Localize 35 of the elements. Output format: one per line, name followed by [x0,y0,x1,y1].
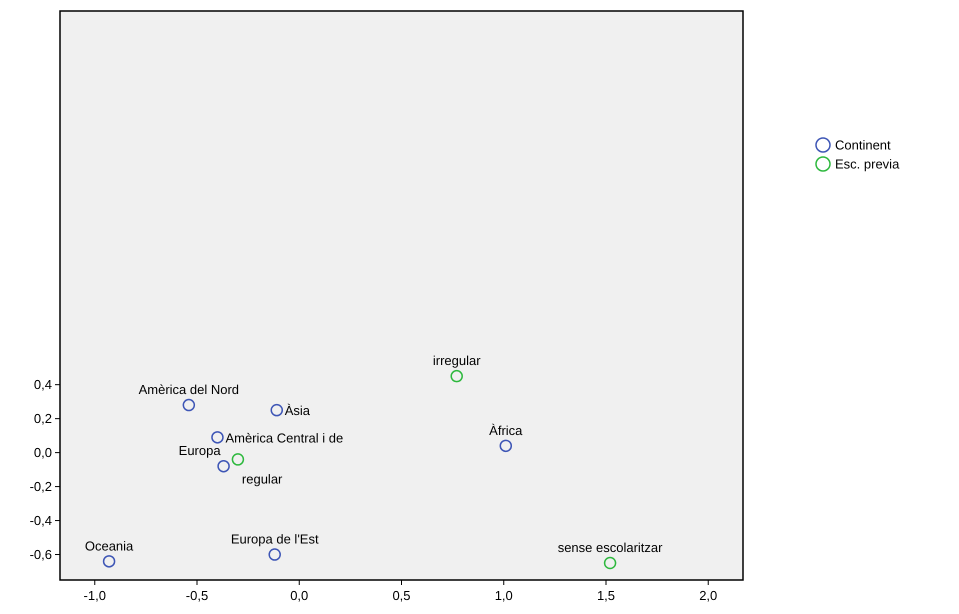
point [500,440,512,452]
point [102,555,116,568]
y-tick-label: 0,2 [34,411,52,426]
y-tick-label: -0,6 [30,547,52,562]
point [232,453,244,466]
annotation: regular [242,471,284,486]
annotation: Amèrica Central i de [225,430,344,446]
x-tick-label: 1,5 [596,588,616,603]
point [604,556,616,570]
x-tick-label: 0,5 [392,588,411,603]
legend-label: Esc. previa [835,156,900,172]
point [217,460,230,472]
point [182,398,196,412]
point [268,548,281,561]
point [270,404,284,416]
y-tick-label: -0,2 [30,479,52,494]
annotation: Àsia [284,403,311,418]
y-tick-label: 0,4 [34,377,52,392]
x-tick-label: -1,0 [84,588,106,603]
x-tick-label: -0,5 [186,588,208,603]
x-tick-label: 2,0 [699,588,718,603]
annotation: irregular [432,353,482,368]
legend-label: Continent [835,138,892,153]
x-tick-label: 1,0 [494,588,513,603]
annotation: Europa de l'Est [230,532,319,547]
annotation: sense escolaritzar [558,540,664,556]
annotation: Oceania [84,538,134,554]
annotation: Amèrica del Nord [138,382,240,398]
point [450,370,463,382]
y-tick-label: -0,4 [30,513,52,528]
x-tick-label: 0,0 [290,588,308,603]
point [211,431,224,444]
annotation: Àfrica [489,422,524,438]
annotation: Europa [178,443,222,458]
y-tick-label: 0,0 [34,445,52,460]
